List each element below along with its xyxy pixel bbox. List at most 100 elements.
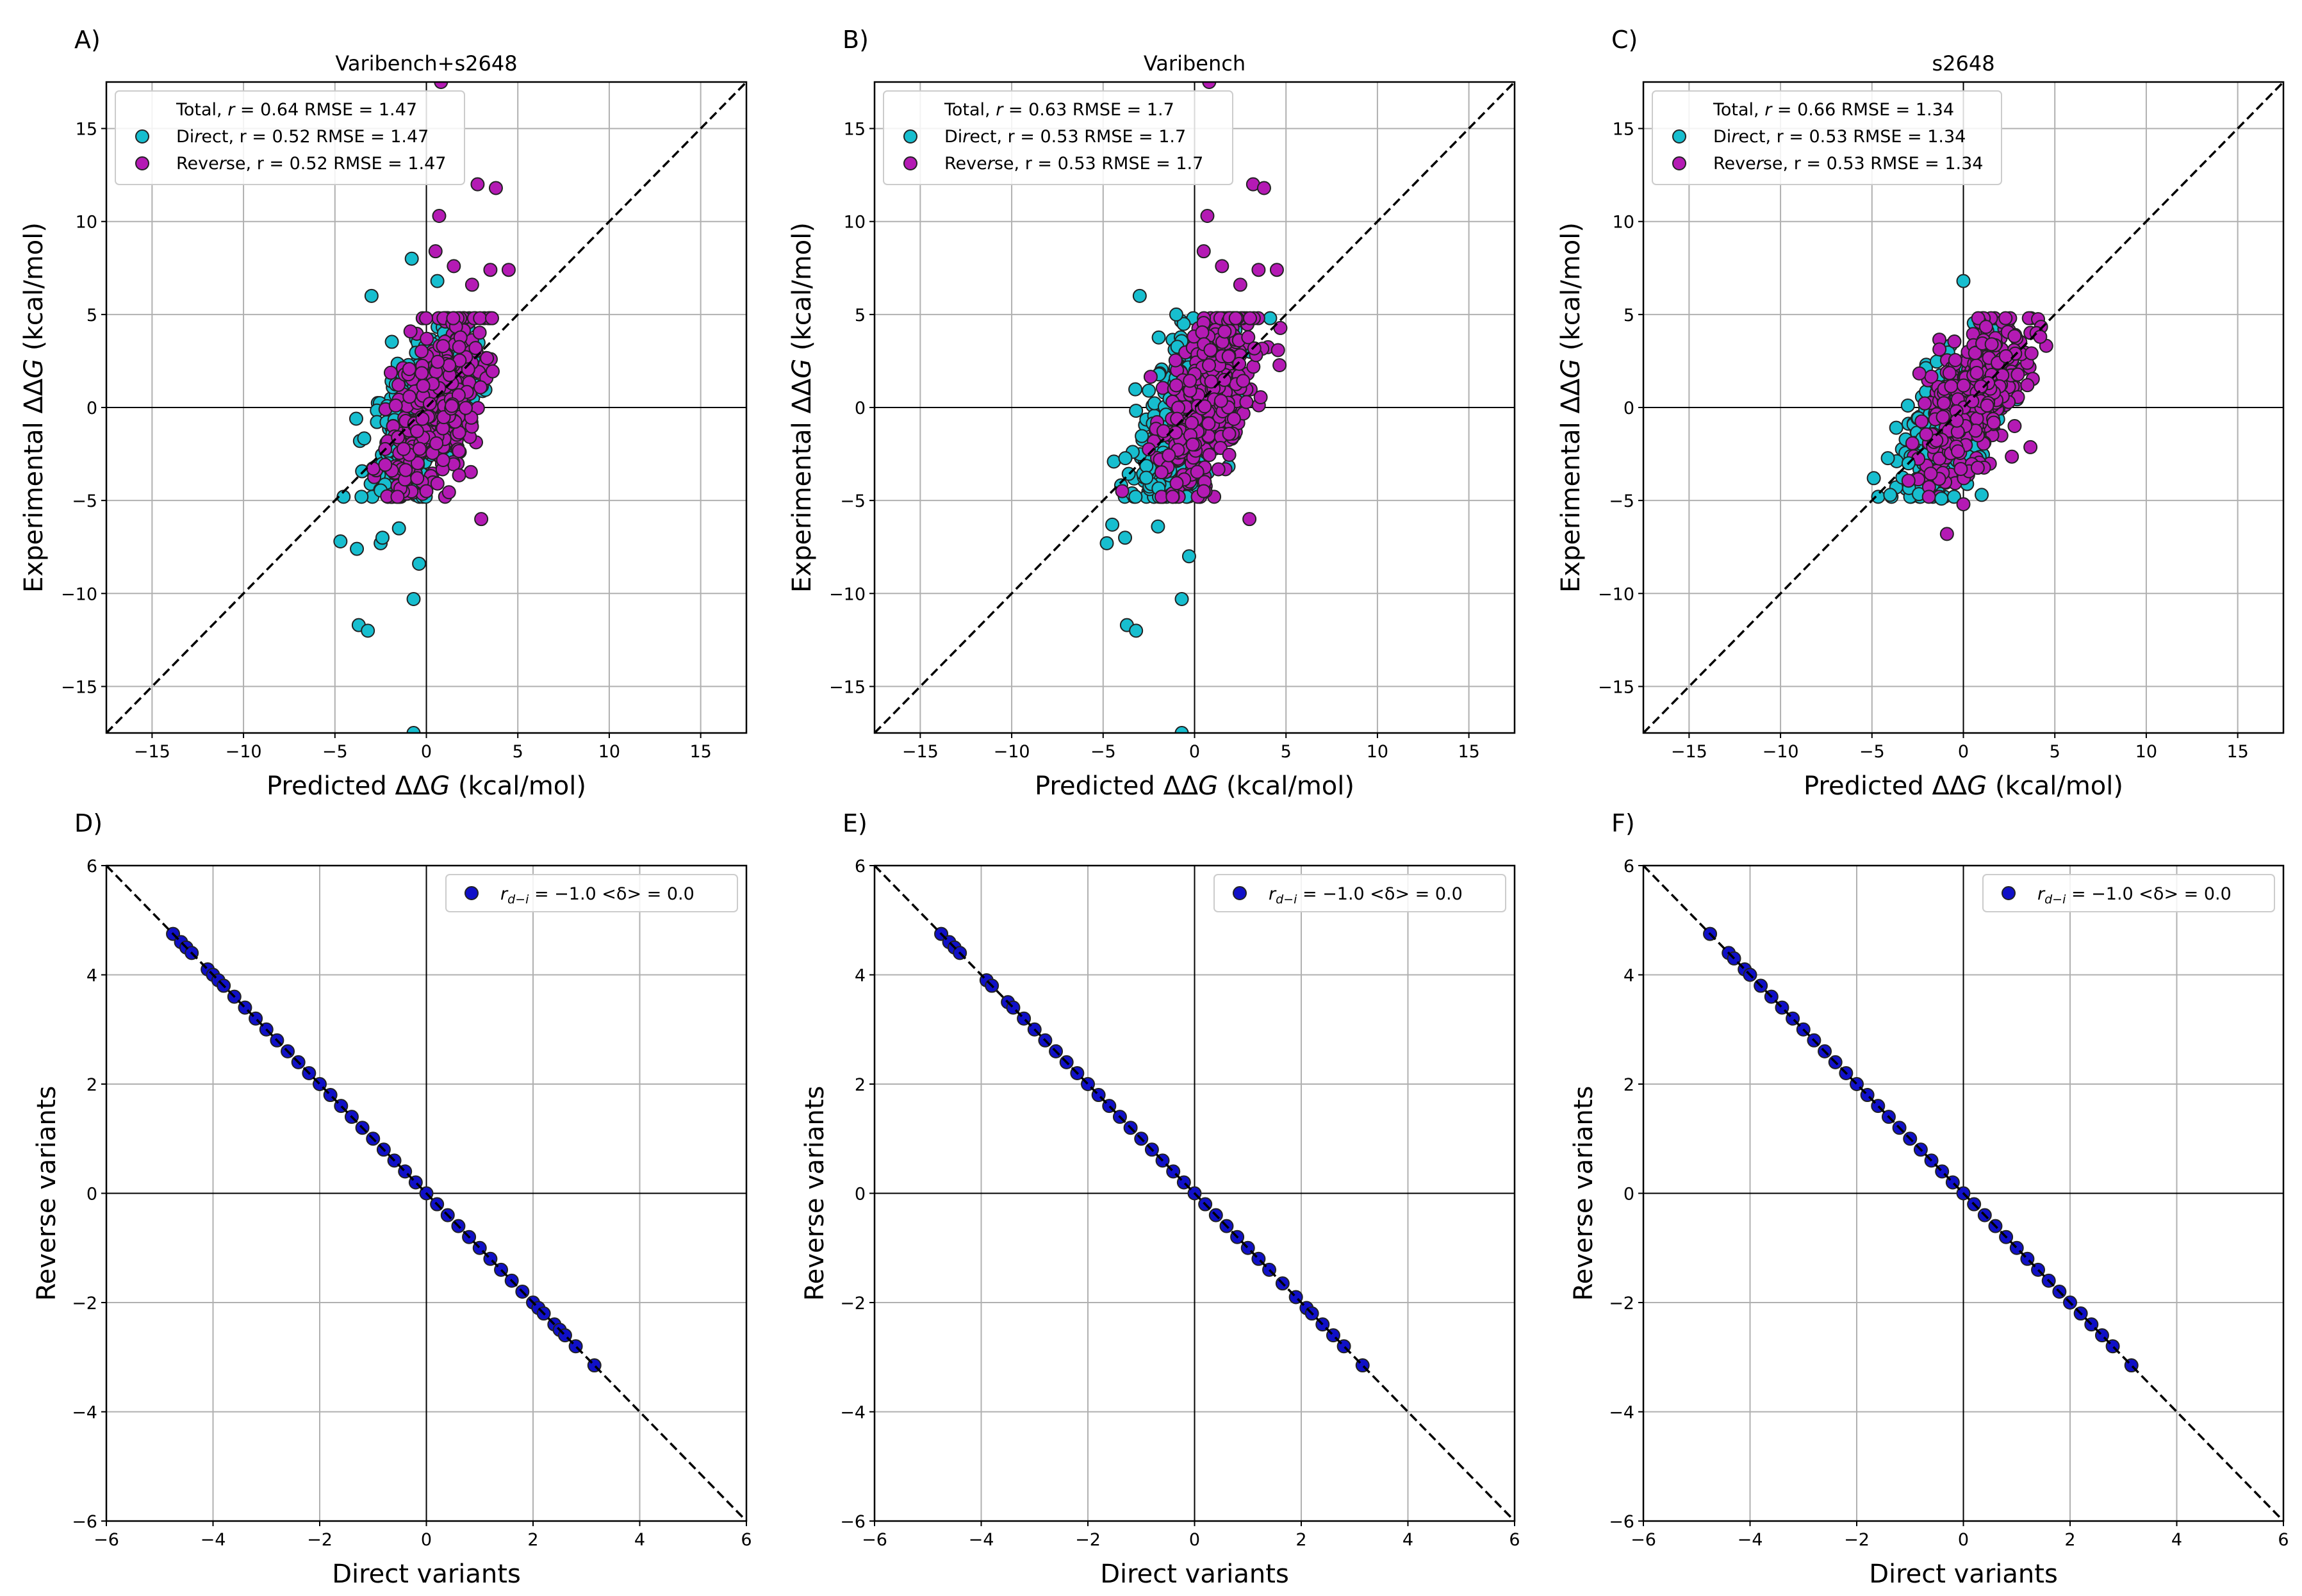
reverse-point [1202,448,1217,463]
reverse-point [463,465,478,479]
y-tick-label: 10 [1613,213,1634,233]
reverse-point [1901,473,1916,488]
reverse-point [447,259,461,274]
direct-point [1128,489,1143,504]
direct-point [1181,549,1196,564]
y-tick-label: −15 [829,677,866,697]
x-axis-label: Direct variants [332,1559,521,1589]
y-tick-label: 10 [844,213,866,233]
reverse-point [1202,82,1217,89]
reverse-point [1905,436,1920,450]
reverse-point [1239,395,1254,409]
reverse-point [1956,378,1971,393]
reverse-point [470,177,485,192]
reverse-point [452,340,466,354]
direct-point [1263,311,1278,325]
y-tick-label: 15 [76,120,97,140]
direct-point [1174,591,1189,606]
reverse-point [1973,379,1988,394]
reverse-point [415,411,430,426]
reverse-point [366,461,381,476]
reverse-point [1168,353,1183,368]
reverse-point [1965,394,1980,409]
legend-marker [903,156,917,170]
y-tick-label: −15 [1598,677,1634,697]
reverse-point [441,485,456,500]
reverse-point [1968,346,1982,361]
reverse-point [432,209,447,224]
reverse-point [1162,448,1176,463]
x-tick-label: 10 [1367,742,1388,762]
reverse-point [1921,489,1936,504]
y-tick-label: 0 [86,399,97,418]
panel-e: −6 −4 −2 0 2 4 6 −6 −4 −2 0 2 4 6 Direct variants Rever… [800,809,1520,1589]
direct-point [1176,317,1191,331]
reverse-point [1986,415,2001,430]
x-tick-label: −15 [902,742,939,762]
reverse-point [436,339,450,354]
reverse-point [488,181,503,195]
reverse-point [1202,358,1217,372]
reverse-point [1201,416,1216,431]
reverse-point [403,324,418,339]
y-tick-label: 15 [844,120,866,140]
reverse-point [458,400,473,415]
direct-point [1105,517,1120,532]
y-axis-label: Reverse variants [32,1086,62,1301]
y-tick-label: 0 [1624,1185,1634,1205]
direct-point [384,334,399,349]
reverse-point [1211,462,1226,477]
reverse-point [1170,411,1185,426]
y-tick-label: 5 [1624,306,1634,325]
data-points [1866,274,2053,541]
reverse-point [473,380,488,395]
panel-label: E) [843,809,867,837]
reverse-point [410,471,425,486]
diagonal-line [1642,81,2285,734]
x-axis-label: Direct variants [1869,1559,2058,1589]
reverse-point [1932,451,1947,466]
reverse-point [1936,409,1950,424]
reverse-point [383,365,398,380]
x-tick-label: −10 [994,742,1030,762]
reverse-point [1190,465,1204,479]
legend-marker [1233,886,1247,900]
x-tick-label: 10 [598,742,620,762]
reverse-point [1919,427,1934,441]
y-tick-label: −5 [1609,491,1634,511]
reverse-point [468,341,483,356]
legend-entry: Reverse, r = 0.52 RMSE = 1.47 [176,154,446,174]
y-axis-label: Experimental ΔΔG (kcal/mol) [1556,222,1586,593]
legend-entry: Direct, r = 0.53 RMSE = 1.34 [1713,127,1966,147]
x-axis-label: Predicted ΔΔG (kcal/mol) [1804,771,2123,801]
x-tick-label: −2 [1844,1530,1870,1550]
reverse-point [1183,374,1197,388]
direct-point [1118,451,1133,466]
reverse-point [1937,396,1952,411]
reverse-point [412,441,427,456]
direct-point [406,726,421,733]
reverse-point [465,277,479,292]
direct-point [364,288,379,303]
panel-label: F) [1611,809,1635,837]
reverse-point [1165,489,1180,504]
direct-point [354,489,369,504]
direct-point [1900,399,1915,413]
direct-point [1099,536,1114,550]
direct-point [404,251,419,266]
x-tick-label: −6 [94,1530,119,1550]
x-tick-label: −6 [1631,1530,1656,1550]
reverse-point [1232,356,1247,371]
data-points [1099,82,1288,733]
direct-point [1142,383,1156,398]
reverse-point [2007,329,2022,343]
x-tick-label: 0 [1189,742,1200,762]
y-tick-label: 4 [1624,966,1634,986]
x-axis-label: Predicted ΔΔG (kcal/mol) [1035,771,1354,801]
reverse-point [1226,411,1241,426]
reverse-point [1971,311,1985,325]
reverse-point [1196,244,1211,259]
reverse-point [485,364,500,379]
x-tick-label: −5 [1859,742,1885,762]
